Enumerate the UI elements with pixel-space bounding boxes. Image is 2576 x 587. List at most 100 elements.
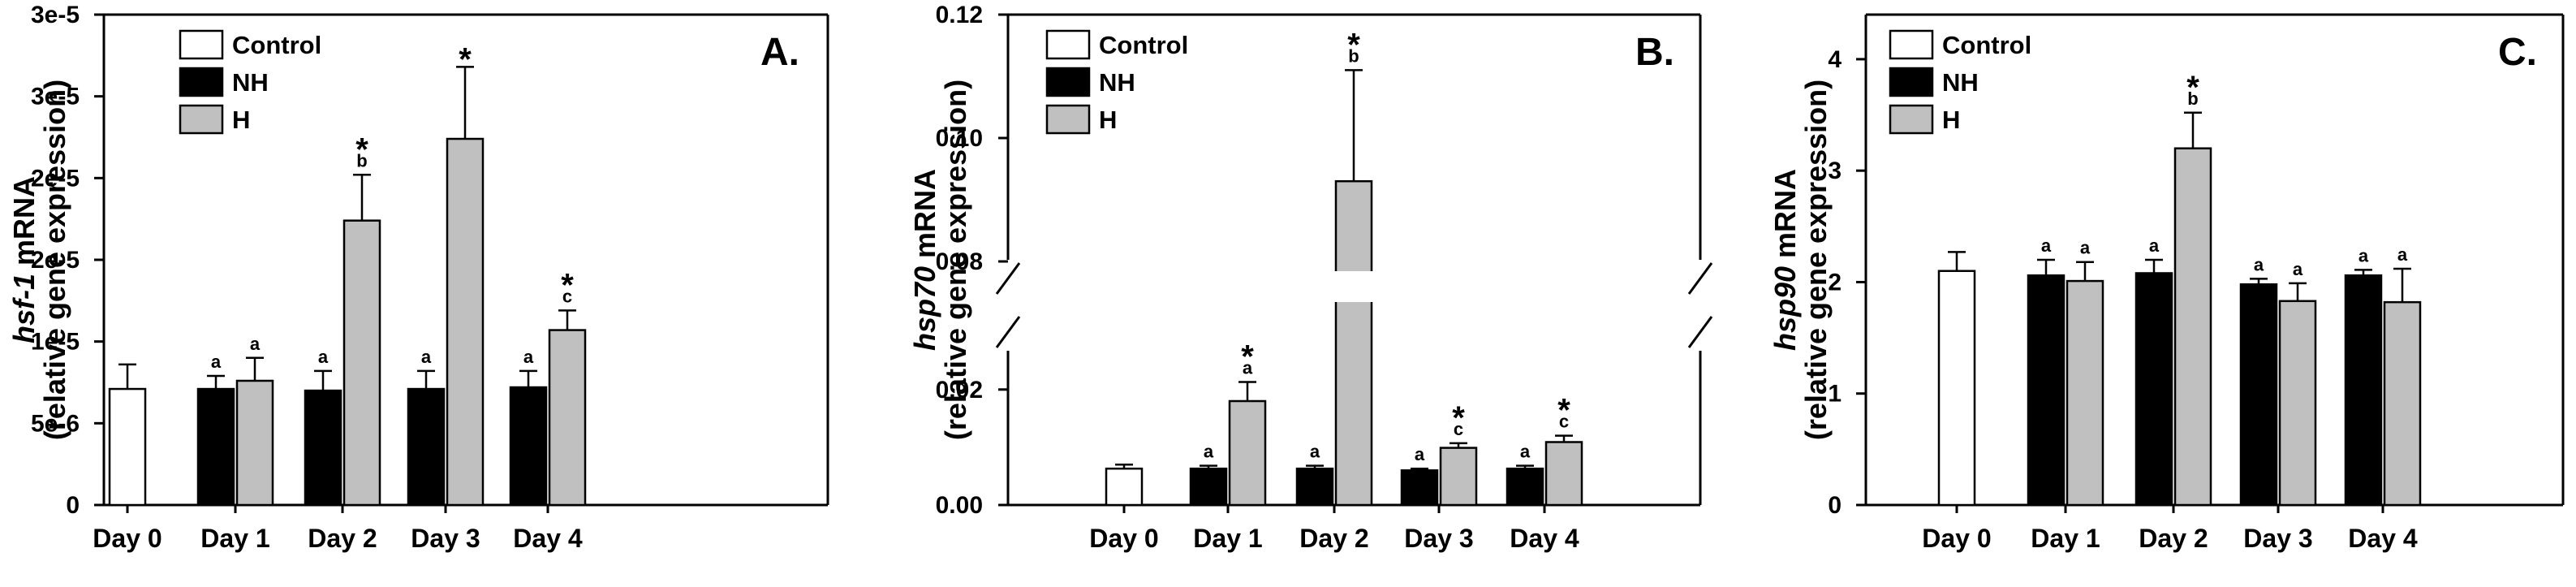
y-axis-gene-name: hsp90 — [1768, 266, 1802, 351]
significance-letter: a — [2358, 245, 2369, 265]
significance-star: * — [561, 267, 574, 303]
legend-swatch — [179, 67, 224, 97]
significance-star: * — [1347, 27, 1360, 63]
bar — [1105, 467, 1144, 507]
significance-letter: a — [2254, 254, 2264, 274]
significance-letter: b — [2187, 88, 2198, 109]
bar — [2134, 272, 2173, 507]
x-tick-label: Day 2 — [308, 524, 377, 553]
bar — [2278, 300, 2317, 507]
y-axis-label: hsf-1 mRNA — [7, 176, 41, 343]
y-tick-label: 0.12 — [936, 2, 983, 28]
y-tick-label: 0.02 — [936, 377, 983, 404]
bar — [548, 329, 587, 507]
x-tick-label: Day 0 — [1922, 524, 1991, 553]
significance-letter: a — [1520, 442, 1531, 462]
bar — [1544, 441, 1583, 507]
legend-label: Control — [232, 31, 321, 59]
axis-break-mark — [995, 316, 1021, 348]
legend-swatch — [1045, 67, 1091, 97]
bar — [1334, 179, 1373, 279]
legend-label: H — [1942, 106, 1960, 134]
y-tick-label: 0 — [1828, 492, 1842, 519]
significance-letter: a — [523, 347, 534, 367]
significance-letter: c — [1559, 412, 1569, 432]
x-tick-label: Day 2 — [2139, 524, 2208, 553]
x-tick-label: Day 3 — [1404, 524, 1473, 553]
significance-letter: b — [1348, 45, 1359, 66]
y-axis-label: hsp70 mRNA — [908, 169, 941, 351]
bar — [2239, 283, 2278, 507]
y-axis-label-line2: (relative gene expression) — [38, 80, 71, 440]
significance-letter: a — [1204, 442, 1214, 462]
y-tick-label: 0.08 — [936, 248, 983, 275]
x-tick-label: Day 4 — [1510, 524, 1579, 553]
bar-break-gap — [1333, 271, 1375, 302]
significance-letter: a — [2293, 259, 2303, 279]
legend-swatch — [1889, 67, 1934, 97]
bar — [108, 387, 147, 507]
y-tick-label: 2 — [1828, 269, 1842, 296]
bar — [1228, 399, 1267, 507]
significance-letter: a — [1415, 444, 1425, 464]
legend-swatch — [1045, 104, 1091, 135]
bar — [235, 379, 274, 507]
significance-star: * — [1452, 400, 1465, 436]
legend-swatch — [1889, 29, 1934, 60]
y-tick-label: 3e-5 — [31, 84, 80, 110]
bar — [2066, 279, 2104, 507]
axis-break-mark — [1687, 262, 1713, 295]
significance-letter: b — [356, 150, 367, 170]
bar — [407, 387, 446, 507]
significance-star: * — [1557, 393, 1570, 429]
panel-letter: A. — [760, 31, 799, 74]
legend-label: NH — [232, 68, 269, 97]
x-tick-label: Day 1 — [1193, 524, 1262, 553]
bar — [2344, 274, 2383, 507]
bar — [1334, 299, 1373, 507]
panel-a: 0 5e-6 1e-5 2e-5 2e-5 3e-5 3e-5 Day 0 Day 1 Day 2… — [7, 2, 829, 553]
legend-label: H — [1099, 106, 1117, 134]
legend-swatch — [1045, 29, 1091, 60]
significance-letter: a — [318, 347, 329, 367]
significance-letter: a — [2041, 235, 2052, 256]
y-axis-label-line2: (relative gene expression) — [939, 80, 972, 440]
significance-letter: a — [211, 352, 222, 372]
bar — [2027, 274, 2066, 507]
legend-label: Control — [1942, 31, 2031, 59]
x-tick-label: Day 4 — [513, 524, 583, 553]
y-tick-label: 2e-5 — [31, 247, 80, 274]
y-tick-label: 0.10 — [936, 125, 983, 152]
bar — [304, 389, 342, 507]
y-tick-label: 1e-5 — [31, 329, 80, 356]
x-tick-label: Day 3 — [411, 524, 480, 553]
x-tick-label: Day 2 — [1299, 524, 1368, 553]
axis-break-mark — [1687, 316, 1713, 348]
bar — [196, 387, 235, 507]
bar — [1439, 447, 1478, 507]
panel-letter: B. — [1635, 31, 1674, 74]
bar — [1937, 270, 1976, 507]
y-tick-label: 3 — [1828, 158, 1842, 184]
significance-letter: a — [1243, 358, 1253, 378]
bar — [509, 386, 548, 507]
y-tick-label: 4 — [1828, 46, 1842, 73]
y-tick-label: 3e-5 — [31, 2, 80, 28]
significance-letter: c — [562, 286, 572, 306]
bar — [1189, 467, 1228, 507]
significance-star: * — [2186, 70, 2199, 106]
legend-label: NH — [1942, 68, 1979, 97]
significance-star: * — [355, 132, 368, 167]
y-tick-label: 5e-6 — [31, 410, 80, 437]
significance-letter: a — [2080, 238, 2091, 258]
y-axis-label-rest: mRNA — [908, 169, 941, 266]
y-axis-label-rest: mRNA — [1768, 169, 1802, 266]
legend-label: Control — [1099, 31, 1188, 59]
significance-star: * — [1241, 339, 1254, 375]
x-tick-label: Day 1 — [200, 524, 269, 553]
legend-swatch — [179, 104, 224, 135]
panel-b: 0.00 0.02 0.08 0.10 0.12 Day 0 Day 1 Day 2 Day 3… — [908, 2, 1713, 553]
legend-label: H — [232, 106, 250, 134]
x-tick-label: Day 0 — [1089, 524, 1158, 553]
y-axis-gene-name: hsp70 — [908, 266, 941, 351]
